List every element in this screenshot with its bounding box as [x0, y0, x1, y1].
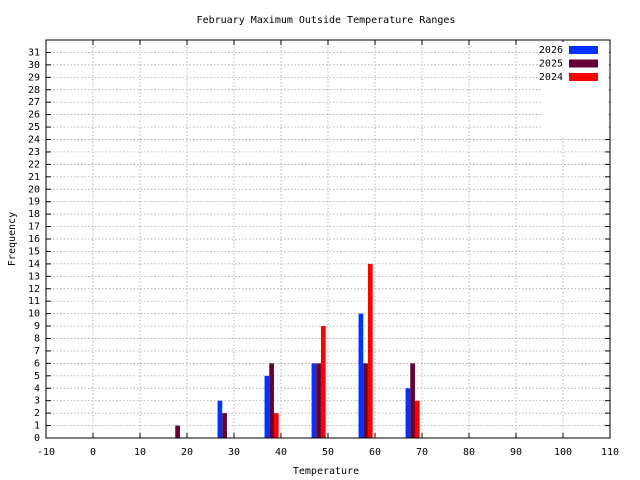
- bar: [222, 413, 227, 438]
- x-tick-label: 100: [554, 447, 572, 458]
- y-tick-label: 31: [28, 47, 40, 58]
- x-tick-label: 40: [275, 447, 287, 458]
- y-axis-label: Frequency: [7, 212, 18, 266]
- y-tick-label: 29: [28, 72, 40, 83]
- y-tick-label: 3: [34, 396, 40, 407]
- bar: [414, 400, 420, 438]
- x-tick-label: 60: [369, 447, 381, 458]
- y-tick-label: 22: [28, 159, 40, 170]
- y-tick-label: 7: [34, 346, 40, 357]
- x-tick-label: -10: [37, 447, 55, 458]
- x-axis-label: Temperature: [293, 466, 359, 477]
- x-tick-label: 50: [322, 447, 334, 458]
- y-tick-label: 1: [34, 421, 40, 432]
- y-tick-label: 8: [34, 334, 40, 345]
- y-tick-label: 13: [28, 271, 40, 282]
- y-tick-label: 26: [28, 110, 40, 121]
- x-tick-label: 30: [228, 447, 240, 458]
- y-tick-label: 9: [34, 321, 40, 332]
- y-tick-label: 12: [28, 284, 40, 295]
- bar: [367, 263, 373, 438]
- bar: [269, 363, 274, 438]
- bar: [405, 388, 411, 438]
- x-tick-label: 110: [601, 447, 619, 458]
- plot: [175, 263, 420, 438]
- chart-title: February Maximum Outside Temperature Ran…: [197, 15, 456, 26]
- y-tick-label: 6: [34, 358, 40, 369]
- legend-label: 2025: [539, 59, 563, 70]
- grid: [45, 40, 611, 439]
- legend-label: 2026: [539, 45, 563, 56]
- y-tick-label: 19: [28, 197, 40, 208]
- bar: [264, 375, 270, 438]
- x-tick-label: 10: [134, 447, 146, 458]
- y-tick-label: 11: [28, 296, 40, 307]
- legend-swatch: [569, 73, 598, 81]
- bar: [311, 363, 317, 438]
- y-tick-label: 15: [28, 246, 40, 257]
- y-tick-label: 17: [28, 222, 40, 233]
- y-tick-label: 4: [34, 383, 40, 394]
- bar: [358, 313, 364, 438]
- y-tick-label: 21: [28, 172, 40, 183]
- y-tick-label: 5: [34, 371, 40, 382]
- bar: [217, 400, 223, 438]
- legend-box: [541, 42, 609, 136]
- bar: [410, 363, 415, 438]
- legend-swatch: [569, 46, 598, 54]
- bar: [363, 363, 368, 438]
- x-tick-label: 0: [90, 447, 96, 458]
- y-tick-label: 2: [34, 408, 40, 419]
- y-tick-label: 14: [28, 259, 40, 270]
- y-tick-label: 0: [34, 433, 40, 444]
- legend-swatch: [569, 59, 598, 68]
- y-tick-label: 30: [28, 60, 40, 71]
- x-tick-label: 90: [510, 447, 522, 458]
- y-tick-label: 28: [28, 85, 40, 96]
- y-tick-label: 16: [28, 234, 40, 245]
- bar: [316, 363, 321, 438]
- bar: [273, 413, 279, 438]
- y-tick-label: 18: [28, 209, 40, 220]
- x-tick-label: 80: [463, 447, 475, 458]
- x-tick-label: 70: [416, 447, 428, 458]
- legend-label: 2024: [539, 72, 563, 83]
- x-tick-label: 20: [181, 447, 193, 458]
- y-tick-label: 20: [28, 184, 40, 195]
- y-tick-label: 25: [28, 122, 40, 133]
- bar: [320, 326, 326, 438]
- y-tick-label: 23: [28, 147, 40, 158]
- y-tick-label: 27: [28, 97, 40, 108]
- y-tick-label: 10: [28, 309, 40, 320]
- y-tick-label: 24: [28, 135, 40, 146]
- bar: [175, 425, 180, 438]
